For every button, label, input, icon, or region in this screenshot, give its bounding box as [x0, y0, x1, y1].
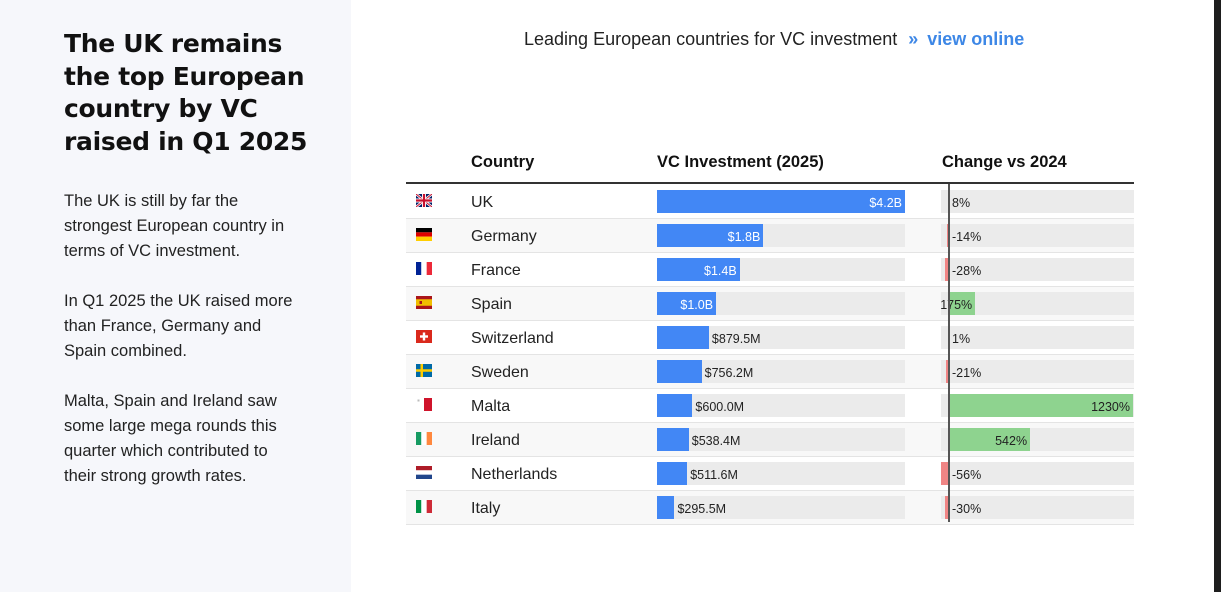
- headline: The UK remains the top European country …: [64, 29, 308, 156]
- paragraph-1: The UK is still by far the strongest Eur…: [64, 192, 285, 260]
- value-bar-track: [657, 292, 905, 315]
- value-label: $538.4M: [691, 434, 741, 448]
- value-bar: [657, 394, 693, 417]
- value-label: $1.4B: [704, 264, 737, 278]
- table-row: UK $4.2B 8%: [406, 185, 1134, 219]
- paragraph-3: Malta, Spain and Ireland saw some large …: [64, 392, 277, 485]
- change-bar-track: [941, 360, 1134, 383]
- change-label: -21%: [952, 366, 982, 380]
- value-bar-track: [657, 428, 905, 451]
- change-bar-track: [941, 190, 1134, 213]
- chart-title-line: Leading European countries for VC invest…: [524, 29, 1024, 50]
- window-edge: [1214, 0, 1221, 592]
- column-header-country: Country: [471, 153, 535, 171]
- value-bar-track: [657, 326, 905, 349]
- value-bar: [657, 360, 702, 383]
- country-name: Spain: [471, 296, 512, 313]
- value-bar-track: [657, 496, 905, 519]
- flag-ireland-icon: [416, 432, 432, 445]
- value-label: $756.2M: [704, 366, 754, 380]
- value-bar-track: [657, 394, 905, 417]
- value-bar: [657, 496, 675, 519]
- table-row: Netherlands $511.6M -56%: [406, 457, 1134, 491]
- flag-netherlands-icon: [416, 466, 432, 479]
- change-bar: [945, 258, 949, 281]
- value-bar: [657, 292, 717, 315]
- value-label: $1.0B: [680, 298, 714, 312]
- value-bar-track: [657, 360, 905, 383]
- country-name: Italy: [471, 500, 501, 517]
- flag-spain-icon: [416, 296, 432, 309]
- change-label: 175%: [940, 298, 973, 312]
- flag-sweden-icon: [416, 364, 432, 377]
- value-bar: [657, 428, 689, 451]
- value-label: $4.2B: [869, 196, 902, 210]
- country-name: Switzerland: [471, 330, 554, 347]
- change-label: -14%: [952, 230, 982, 244]
- country-name: Germany: [471, 228, 537, 245]
- change-bar: [941, 462, 949, 485]
- change-label: 1230%: [1091, 400, 1130, 414]
- change-bar-track: [941, 292, 1134, 315]
- value-bar: [657, 190, 905, 213]
- table-row: Sweden $756.2M -21%: [406, 355, 1134, 389]
- country-name: UK: [471, 194, 494, 211]
- change-bar-track: [941, 462, 1134, 485]
- table-row: Spain $1.0B 175%: [406, 287, 1134, 321]
- table-row: France $1.4B -28%: [406, 253, 1134, 287]
- value-label: $600.0M: [695, 400, 745, 414]
- flag-germany-icon: [416, 228, 432, 241]
- table-row: Ireland $538.4M 542%: [406, 423, 1134, 457]
- value-bar: [657, 258, 740, 281]
- change-bar-track: [941, 224, 1134, 247]
- change-bar-track: [941, 326, 1134, 349]
- change-bar: [946, 360, 949, 383]
- change-label: -28%: [952, 264, 982, 278]
- change-bar-track: [941, 496, 1134, 519]
- summary-panel: The UK remains the top European country …: [0, 0, 351, 592]
- value-label: $511.6M: [690, 468, 738, 482]
- value-label: $295.5M: [677, 502, 727, 516]
- change-bar-track: [941, 258, 1134, 281]
- value-label: $1.8B: [727, 230, 761, 244]
- value-bar: [657, 326, 709, 349]
- value-label: $879.5M: [711, 332, 761, 346]
- table-row: Germany $1.8B -14%: [406, 219, 1134, 253]
- change-label: -30%: [952, 502, 982, 516]
- country-name: France: [471, 262, 521, 279]
- flag-france-icon: [416, 262, 432, 275]
- table-row: Malta $600.0M 1230%: [406, 389, 1134, 423]
- value-bar: [657, 224, 764, 247]
- country-name: Netherlands: [471, 466, 558, 483]
- change-label: 542%: [995, 434, 1028, 448]
- change-bar: [949, 292, 976, 315]
- value-bar: [657, 462, 688, 485]
- paragraph-2: In Q1 2025 the UK raised more than Franc…: [64, 292, 293, 360]
- column-header-vc-investment: VC Investment (2025): [657, 153, 824, 171]
- change-bar: [944, 496, 949, 519]
- flag-italy-icon: [416, 500, 432, 513]
- view-online-link[interactable]: view online: [927, 29, 1025, 49]
- country-name: Malta: [471, 398, 511, 415]
- column-header-change: Change vs 2024: [942, 153, 1067, 171]
- value-bar-track: [657, 462, 905, 485]
- country-name: Sweden: [471, 364, 529, 381]
- header-divider: [406, 182, 1134, 184]
- double-chevron-icon: »: [908, 29, 919, 49]
- change-label: 8%: [952, 196, 971, 210]
- change-label: 1%: [952, 332, 971, 346]
- flag-uk-icon: [415, 192, 433, 209]
- flag-malta-icon: [416, 398, 432, 411]
- table-row: Italy $295.5M -30%: [406, 491, 1134, 525]
- change-bar: [949, 428, 1031, 451]
- table-row: Switzerland $879.5M 1%: [406, 321, 1134, 355]
- chart-title: Leading European countries for VC invest…: [524, 29, 898, 49]
- flag-switzerland-icon: [416, 330, 432, 343]
- country-name: Ireland: [471, 432, 520, 449]
- change-zero-axis: [948, 184, 950, 522]
- change-label: -56%: [952, 468, 982, 482]
- change-bar: [949, 394, 1133, 417]
